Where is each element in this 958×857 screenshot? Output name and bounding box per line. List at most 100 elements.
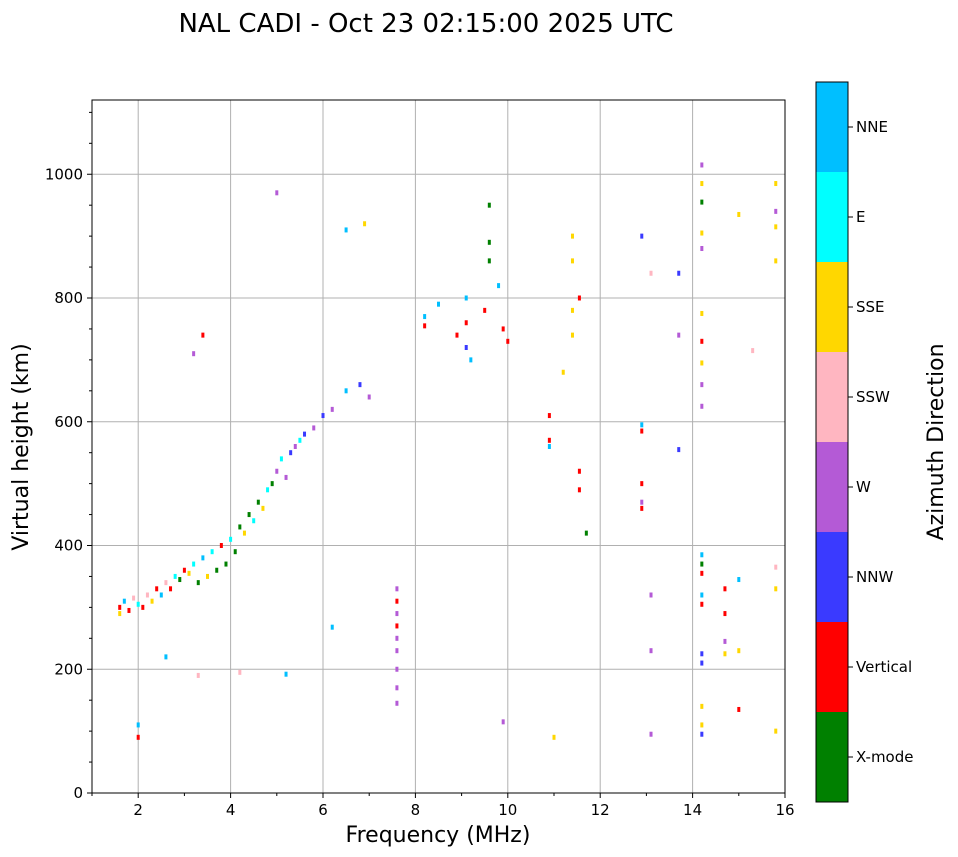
- y-tick-label: 800: [54, 289, 83, 307]
- echo-point: [774, 224, 778, 230]
- echo-point: [584, 530, 588, 536]
- chart-title: NAL CADI - Oct 23 02:15:00 2025 UTC: [178, 9, 673, 39]
- echo-point: [312, 425, 316, 431]
- echo-point: [150, 598, 154, 604]
- echo-point: [487, 258, 491, 264]
- echo-point: [206, 573, 209, 579]
- y-tick-label: 400: [54, 537, 83, 555]
- colorbar-category-label: W: [856, 478, 871, 496]
- colorbar-category-label: E: [856, 208, 865, 226]
- echo-point: [570, 258, 574, 264]
- echo-point: [774, 586, 778, 592]
- echo-point: [219, 543, 223, 548]
- y-axis-label: Virtual height (km): [9, 343, 34, 550]
- echo-point: [118, 611, 122, 617]
- echo-point: [169, 586, 173, 592]
- colorbar-segment: [816, 622, 848, 712]
- echo-point: [483, 307, 487, 313]
- x-tick-label: 10: [498, 801, 517, 819]
- echo-point: [455, 332, 459, 338]
- echo-point: [640, 233, 644, 239]
- echo-point: [363, 221, 367, 227]
- echo-point: [700, 338, 704, 344]
- echo-point: [210, 549, 214, 555]
- echo-point: [751, 348, 755, 354]
- echo-point: [367, 394, 371, 400]
- colorbar: X-mode Vertical NNW W SSW SSE E NNE: [815, 81, 913, 803]
- echo-point: [303, 431, 307, 437]
- echo-point: [774, 564, 778, 570]
- echo-point: [700, 592, 704, 598]
- echo-point: [640, 505, 644, 511]
- echo-point: [700, 660, 704, 666]
- echo-point: [178, 577, 182, 583]
- echo-point: [700, 552, 704, 558]
- x-tick-label: 14: [683, 801, 702, 819]
- echo-point: [279, 456, 283, 462]
- echo-point: [640, 481, 644, 487]
- echo-point: [173, 573, 177, 579]
- echo-point: [700, 360, 704, 366]
- echo-point: [464, 345, 468, 350]
- echo-point: [737, 648, 741, 654]
- echo-point: [677, 447, 681, 453]
- echo-point: [192, 351, 196, 357]
- echo-point: [700, 230, 704, 236]
- echo-point: [649, 592, 653, 598]
- y-axis-ticks: 0 200 400 600 800 1000: [45, 111, 92, 802]
- echo-point: [700, 651, 704, 657]
- echo-point: [700, 310, 704, 316]
- echo-point: [229, 536, 233, 542]
- echo-point: [677, 332, 681, 338]
- echo-point: [215, 567, 219, 573]
- echo-point: [284, 671, 288, 677]
- echo-point: [293, 444, 297, 449]
- plot-background: [92, 100, 785, 793]
- colorbar-segment: [816, 262, 848, 352]
- echo-point: [649, 270, 653, 276]
- echo-point: [284, 474, 288, 480]
- colorbar-segment: [816, 352, 848, 442]
- colorbar-category-label: Vertical: [856, 658, 912, 676]
- echo-point: [187, 570, 191, 576]
- x-tick-label: 6: [318, 801, 328, 819]
- echo-point: [506, 338, 510, 344]
- echo-point: [423, 323, 427, 329]
- x-axis-label: Frequency (MHz): [346, 823, 531, 848]
- echo-point: [141, 604, 145, 610]
- echo-point: [577, 468, 581, 474]
- echo-point: [577, 487, 581, 493]
- echo-point: [700, 162, 704, 168]
- echo-point: [700, 561, 704, 567]
- echo-point: [252, 518, 256, 524]
- echo-point: [122, 598, 126, 604]
- echo-point: [774, 208, 778, 214]
- echo-point: [224, 561, 228, 567]
- echo-point: [464, 320, 468, 326]
- echo-point: [242, 530, 246, 536]
- echo-point: [700, 601, 704, 607]
- echo-point: [423, 314, 427, 320]
- echo-point: [723, 611, 727, 617]
- echo-point: [395, 623, 399, 629]
- echo-point: [497, 283, 501, 289]
- echo-point: [570, 332, 574, 338]
- echo-point: [469, 357, 473, 363]
- echo-point: [395, 648, 399, 654]
- echo-point: [649, 731, 653, 737]
- echo-point: [547, 444, 551, 449]
- x-tick-label: 16: [775, 801, 794, 819]
- echo-point: [136, 601, 140, 607]
- echo-point: [649, 648, 653, 654]
- x-tick-label: 4: [226, 801, 236, 819]
- echo-point: [136, 722, 140, 728]
- echo-point: [358, 382, 362, 388]
- echo-point: [395, 635, 399, 641]
- colorbar-category-label: SSE: [856, 298, 885, 316]
- echo-point: [700, 181, 704, 187]
- echo-point: [155, 586, 159, 592]
- echo-point: [437, 301, 440, 307]
- echo-point: [261, 505, 265, 511]
- colorbar-category-label: NNE: [856, 118, 888, 136]
- echo-point: [547, 413, 551, 419]
